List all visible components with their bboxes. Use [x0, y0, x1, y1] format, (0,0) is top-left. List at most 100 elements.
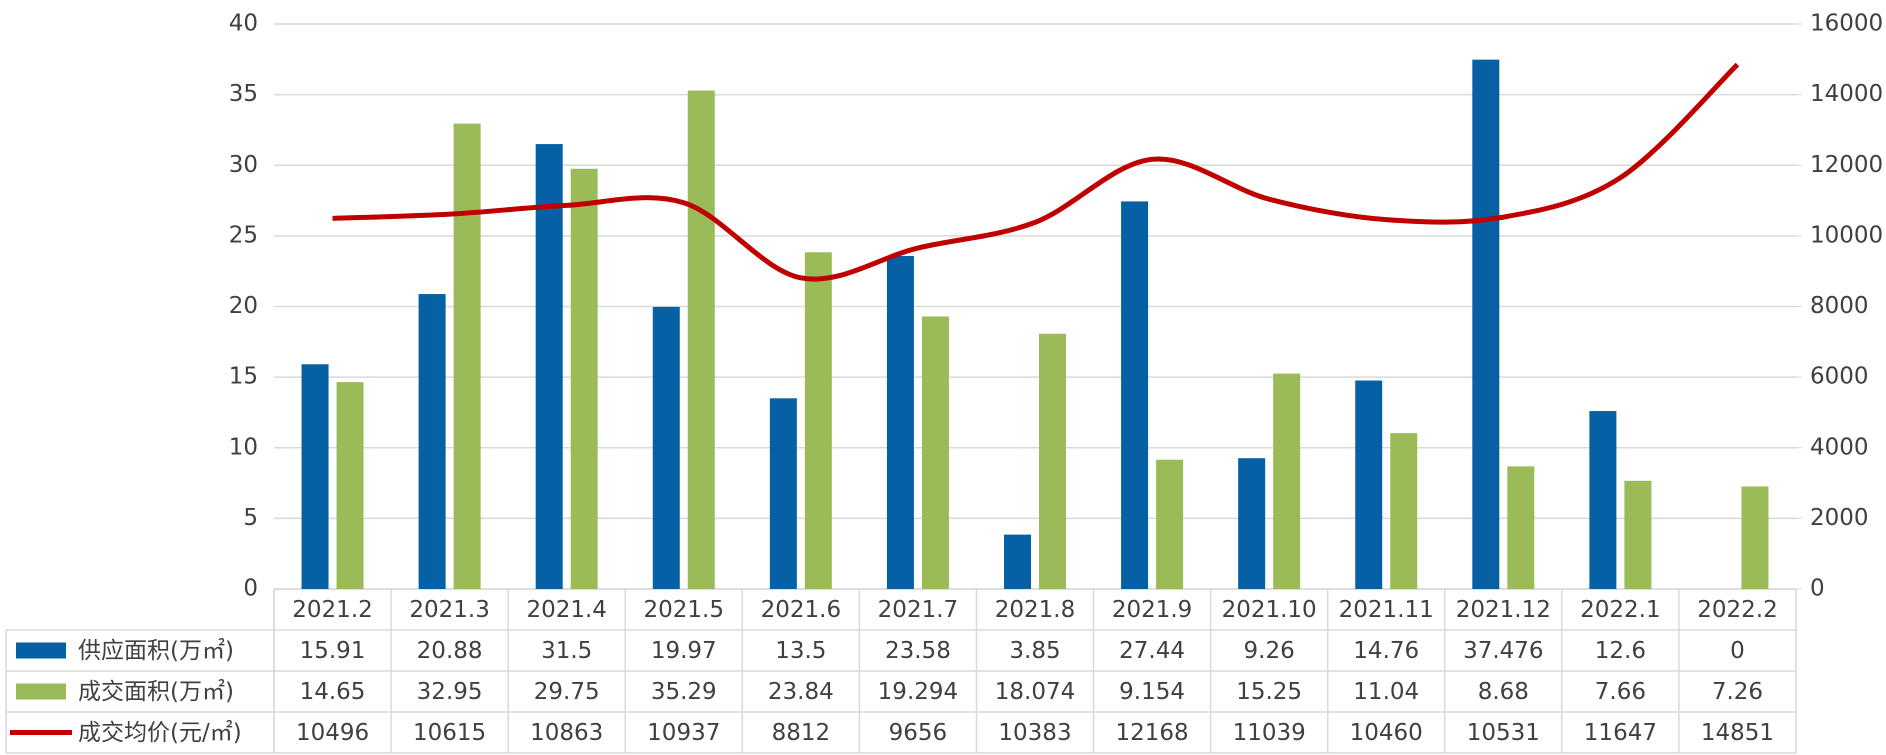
table-value: 27.44	[1119, 638, 1185, 664]
y-tick-label: 20	[229, 293, 258, 319]
bar	[1273, 373, 1301, 589]
table-value: 31.5	[541, 638, 592, 664]
y2-tick-label: 10000	[1810, 222, 1883, 248]
table-value: 10615	[413, 720, 486, 746]
table-value: 18.074	[995, 679, 1075, 705]
table-value: 7.66	[1595, 679, 1646, 705]
bar	[1741, 486, 1769, 589]
y-tick-label: 40	[229, 11, 258, 37]
legend-icon	[16, 642, 66, 659]
table-value: 23.58	[885, 638, 951, 664]
y2-tick-label: 16000	[1810, 11, 1883, 37]
table-value: 32.95	[417, 679, 483, 705]
x-tick-label: 2021.4	[526, 597, 606, 623]
bar	[1238, 458, 1266, 589]
bar	[769, 398, 797, 589]
x-tick-label: 2022.2	[1697, 597, 1777, 623]
bar	[921, 316, 949, 589]
table-value: 15.91	[300, 638, 366, 664]
table-value: 19.97	[651, 638, 717, 664]
legend-label: 供应面积(万㎡)	[78, 638, 234, 664]
y2-tick-label: 6000	[1810, 364, 1869, 390]
bar	[687, 90, 715, 589]
line	[332, 62, 1740, 282]
y-tick-label: 30	[229, 152, 258, 178]
bar	[1004, 534, 1031, 589]
table-value: 12168	[1115, 720, 1188, 746]
y2-tick-label: 2000	[1810, 505, 1869, 531]
table-value: 10496	[296, 720, 369, 746]
bar	[1121, 201, 1149, 589]
y-tick-label: 25	[229, 222, 258, 248]
bar	[1039, 333, 1066, 589]
table-value: 9.26	[1244, 638, 1295, 664]
table-value: 9.154	[1119, 679, 1185, 705]
y2-tick-label: 8000	[1810, 293, 1869, 319]
table-value: 35.29	[651, 679, 717, 705]
table-value: 8812	[772, 720, 831, 746]
table-value: 29.75	[534, 679, 600, 705]
table-value: 10937	[647, 720, 720, 746]
bar	[886, 255, 914, 589]
bar	[652, 306, 680, 589]
legend-label: 成交均价(元/㎡)	[78, 720, 242, 746]
y2-tick-label: 14000	[1810, 81, 1883, 107]
y2-tick-label: 0	[1810, 576, 1825, 602]
table-value: 15.25	[1236, 679, 1302, 705]
table-value: 9656	[889, 720, 948, 746]
table-value: 10863	[530, 720, 603, 746]
x-tick-label: 2021.3	[409, 597, 489, 623]
y-tick-label: 5	[243, 505, 258, 531]
bar	[301, 364, 329, 589]
table-value: 12.6	[1595, 638, 1646, 664]
bar	[535, 144, 563, 589]
table-value: 13.5	[775, 638, 826, 664]
x-tick-label: 2021.11	[1339, 597, 1434, 623]
bar	[418, 294, 446, 589]
y-tick-label: 15	[229, 364, 258, 390]
y-tick-label: 35	[229, 81, 258, 107]
bar	[1472, 59, 1500, 590]
table-value: 11647	[1584, 720, 1657, 746]
table-value: 3.85	[1009, 638, 1060, 664]
table-value: 11.04	[1353, 679, 1419, 705]
x-tick-label: 2021.7	[878, 597, 958, 623]
x-tick-label: 2021.6	[761, 597, 841, 623]
x-tick-label: 2021.10	[1222, 597, 1317, 623]
table-value: 11039	[1233, 720, 1306, 746]
table-value: 8.68	[1478, 679, 1529, 705]
x-tick-label: 2022.1	[1580, 597, 1660, 623]
table-value: 10460	[1350, 720, 1423, 746]
y-tick-label: 0	[243, 576, 258, 602]
table-value: 14.65	[300, 679, 366, 705]
bar	[1156, 459, 1184, 589]
bar	[453, 123, 481, 590]
table-value: 14.76	[1353, 638, 1419, 664]
bar	[1390, 433, 1418, 589]
y2-tick-label: 12000	[1810, 152, 1883, 178]
bar	[570, 168, 598, 589]
x-tick-label: 2021.2	[292, 597, 372, 623]
x-tick-label: 2021.5	[644, 597, 724, 623]
x-tick-label: 2021.12	[1456, 597, 1551, 623]
x-tick-label: 2021.8	[995, 597, 1075, 623]
table-value: 37.476	[1463, 638, 1543, 664]
table-value: 0	[1730, 638, 1745, 664]
table-value: 7.26	[1712, 679, 1763, 705]
bar	[1355, 380, 1383, 589]
table-value: 14851	[1701, 720, 1774, 746]
y2-tick-label: 4000	[1810, 434, 1869, 460]
bar	[1507, 466, 1535, 589]
legend-icon	[16, 683, 66, 700]
table-value: 10383	[998, 720, 1071, 746]
legend-label: 成交面积(万㎡)	[78, 679, 234, 705]
table-value: 20.88	[417, 638, 483, 664]
bar	[336, 382, 364, 589]
bar	[1624, 480, 1652, 589]
table-value: 23.84	[768, 679, 834, 705]
table-value: 19.294	[878, 679, 958, 705]
bar	[1589, 411, 1617, 589]
x-tick-label: 2021.9	[1112, 597, 1192, 623]
bar	[804, 252, 832, 589]
table-value: 10531	[1467, 720, 1540, 746]
